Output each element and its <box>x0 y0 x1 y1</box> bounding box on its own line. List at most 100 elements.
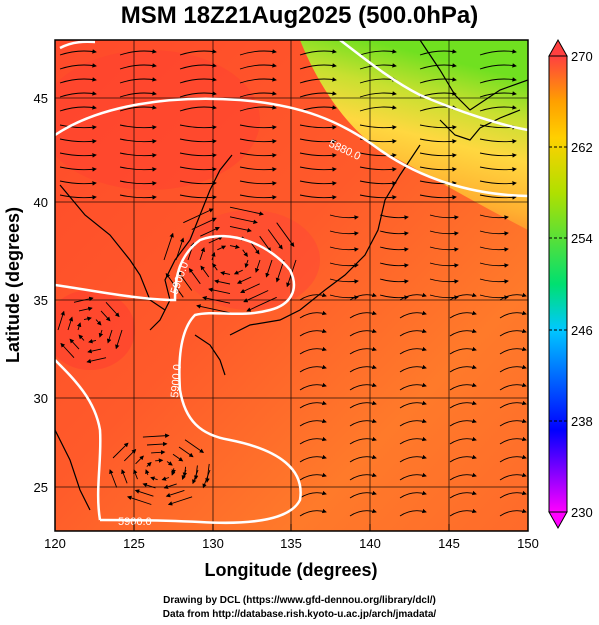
wind-streamlines <box>57 49 527 517</box>
streamline <box>399 454 427 463</box>
streamline <box>419 166 457 172</box>
streamline <box>179 124 217 130</box>
streamline <box>242 249 248 258</box>
streamline <box>449 364 477 373</box>
streamline <box>419 49 457 56</box>
streamline <box>479 49 517 56</box>
streamline <box>299 77 337 84</box>
streamline <box>359 124 397 130</box>
streamline <box>59 194 97 200</box>
streamline <box>179 63 217 70</box>
streamline <box>179 180 217 186</box>
streamline <box>208 287 231 295</box>
streamline <box>329 278 359 284</box>
streamline <box>165 489 185 498</box>
x-tick-label: 130 <box>202 536 224 551</box>
streamline <box>349 364 377 373</box>
streamline <box>119 166 157 172</box>
streamline <box>399 490 427 499</box>
x-tick-labels: 120 125 130 135 140 145 150 <box>44 536 539 551</box>
streamline <box>399 346 427 355</box>
streamline <box>299 292 327 301</box>
streamline <box>250 242 260 255</box>
streamline <box>69 338 80 350</box>
streamline <box>142 433 170 438</box>
streamline <box>95 319 102 326</box>
streamline <box>419 180 457 186</box>
streamline <box>359 91 397 98</box>
map-title: MSM 18Z21Aug2025 (500.0hPa) <box>120 2 479 29</box>
height-contours <box>55 40 528 525</box>
x-tick-label: 120 <box>44 536 66 551</box>
streamline <box>499 400 527 409</box>
streamline <box>59 49 97 56</box>
streamline <box>299 180 337 186</box>
streamline <box>220 271 231 276</box>
streamline <box>193 465 199 480</box>
contour-5880 <box>55 97 528 198</box>
y-axis-title: Latitude (degrees) <box>3 207 23 363</box>
streamline <box>78 334 85 341</box>
streamline <box>119 105 157 112</box>
x-tick-label: 150 <box>517 536 539 551</box>
streamline <box>179 138 217 144</box>
streamline <box>449 346 477 355</box>
colorbar-tick-label: 246 <box>571 323 593 338</box>
streamline <box>78 306 93 312</box>
streamline <box>299 310 327 319</box>
streamline <box>299 400 327 409</box>
streamline <box>499 454 527 463</box>
streamline <box>299 490 327 499</box>
streamline <box>479 262 509 268</box>
streamline <box>239 124 277 130</box>
streamline <box>399 508 427 517</box>
streamline <box>479 278 509 284</box>
streamline <box>229 216 258 225</box>
streamline <box>399 382 427 391</box>
streamline <box>133 469 138 480</box>
streamline <box>127 495 152 505</box>
contour-5900-west <box>55 359 102 521</box>
credits: Drawing by DCL (https://www.gfd-dennou.o… <box>0 594 599 622</box>
streamline <box>379 246 409 252</box>
streamline <box>135 455 144 465</box>
streamline <box>419 194 457 200</box>
colorbar-tick-label: 270 <box>571 49 593 64</box>
streamline <box>184 439 205 454</box>
coastlines <box>55 40 528 511</box>
streamline <box>349 508 377 517</box>
colorbar: 270 262 254 246 238 230 <box>548 38 593 530</box>
streamline <box>499 490 527 499</box>
streamline <box>299 418 327 427</box>
streamline <box>399 400 427 409</box>
streamline <box>449 472 477 481</box>
streamline <box>379 230 409 236</box>
streamline <box>243 290 269 303</box>
streamline <box>499 364 527 373</box>
streamline <box>299 138 337 144</box>
streamline <box>121 469 128 484</box>
streamline <box>499 382 527 391</box>
streamline <box>59 166 97 172</box>
streamline <box>196 304 231 314</box>
streamline <box>239 180 277 186</box>
streamline <box>229 244 240 249</box>
streamline <box>359 49 397 56</box>
streamline <box>100 310 111 322</box>
streamline <box>145 469 150 476</box>
streamline <box>349 490 377 499</box>
streamline <box>399 310 427 319</box>
y-tick-label: 40 <box>34 195 48 210</box>
streamline <box>205 463 210 483</box>
streamline <box>105 301 120 318</box>
streamline <box>479 246 509 252</box>
streamline <box>379 278 409 284</box>
streamline <box>229 225 252 233</box>
streamline <box>349 472 377 481</box>
x-tick-label: 125 <box>123 536 145 551</box>
streamline <box>217 245 227 251</box>
streamline <box>142 482 156 489</box>
x-tick-marks <box>54 524 529 531</box>
streamline <box>349 454 377 463</box>
streamline <box>167 496 193 506</box>
